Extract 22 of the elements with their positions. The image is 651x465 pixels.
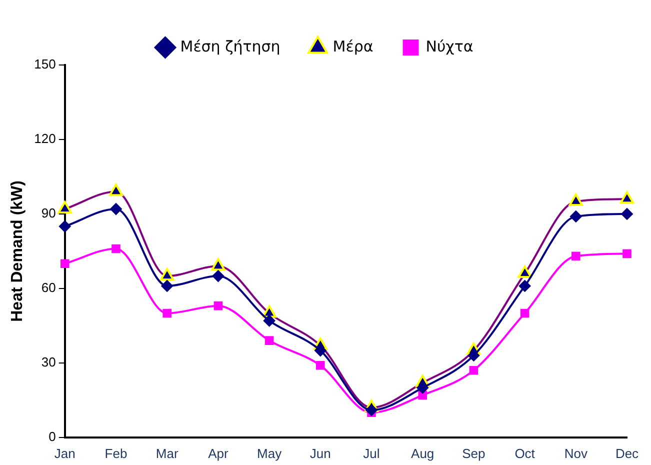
x-tick-label: Aug [411, 446, 434, 461]
y-tick-label: 0 [48, 428, 56, 444]
y-tick-label: 120 [34, 131, 56, 146]
y-tick-label: 60 [41, 280, 56, 296]
y-tick-label: 90 [41, 206, 56, 221]
x-tick-label: Nov [564, 446, 588, 461]
y-tick-label: 30 [41, 354, 56, 370]
x-tick-label: Mar [156, 446, 179, 461]
x-tick-label: Oct [514, 446, 536, 461]
x-tick-label: Feb [104, 446, 128, 461]
x-tick-label: Jan [54, 446, 76, 461]
x-tick-label: Apr [208, 446, 229, 461]
y-axis-title: Heat Demand (kW) [9, 180, 26, 322]
x-tick-label: Jul [363, 446, 380, 461]
x-tick-label: Sep [462, 446, 486, 461]
x-tick-label: Jun [310, 446, 331, 461]
legend-label: Μέση ζήτηση [180, 37, 280, 56]
legend-label: Μέρα [332, 37, 374, 56]
x-tick-label: May [257, 446, 282, 461]
legend-label: Νύχτα [426, 37, 474, 56]
x-tick-label: Dec [615, 446, 640, 461]
y-tick-label: 150 [34, 56, 56, 72]
